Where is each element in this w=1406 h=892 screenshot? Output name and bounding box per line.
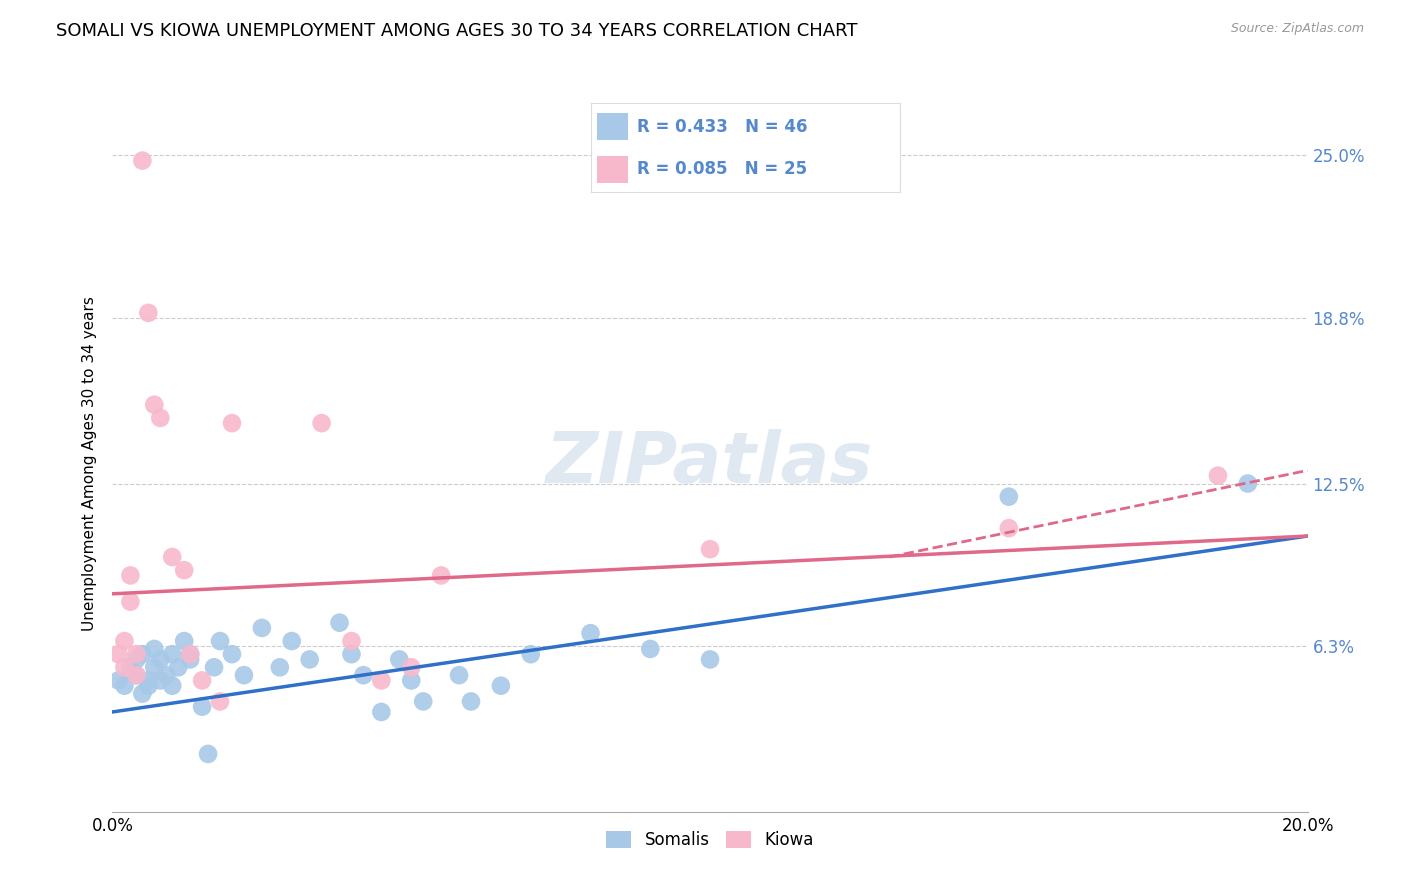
Point xyxy=(173,563,195,577)
Point xyxy=(340,647,363,661)
Point xyxy=(114,679,135,693)
Point xyxy=(120,660,142,674)
Point xyxy=(1237,476,1260,491)
FancyBboxPatch shape xyxy=(596,113,627,140)
Point xyxy=(114,660,135,674)
Point xyxy=(107,673,129,688)
Point xyxy=(167,660,190,674)
Point xyxy=(125,652,148,666)
Point xyxy=(131,647,153,661)
Point xyxy=(520,647,543,661)
Point xyxy=(281,634,304,648)
Point xyxy=(138,679,160,693)
Point xyxy=(1206,468,1229,483)
Point xyxy=(221,416,243,430)
Text: SOMALI VS KIOWA UNEMPLOYMENT AMONG AGES 30 TO 34 YEARS CORRELATION CHART: SOMALI VS KIOWA UNEMPLOYMENT AMONG AGES … xyxy=(56,22,858,40)
Point xyxy=(125,668,148,682)
Point xyxy=(197,747,219,761)
Point xyxy=(179,652,201,666)
Point xyxy=(149,652,172,666)
Point xyxy=(370,705,392,719)
Point xyxy=(401,673,423,688)
Point xyxy=(191,699,214,714)
Point xyxy=(269,660,291,674)
Point xyxy=(352,668,374,682)
Point xyxy=(114,634,135,648)
Point xyxy=(208,694,231,708)
Point xyxy=(579,626,602,640)
Point xyxy=(138,673,160,688)
Point xyxy=(430,568,453,582)
Point xyxy=(149,410,172,425)
Point xyxy=(143,642,166,657)
Point xyxy=(125,647,148,661)
Point xyxy=(447,668,470,682)
Point xyxy=(107,647,129,661)
Point xyxy=(489,679,512,693)
Point xyxy=(298,652,321,666)
Point xyxy=(179,647,201,661)
Point xyxy=(131,687,153,701)
Point xyxy=(638,642,662,657)
Point xyxy=(125,668,148,682)
Point xyxy=(998,490,1021,504)
Point xyxy=(143,660,166,674)
FancyBboxPatch shape xyxy=(596,156,627,183)
Point xyxy=(328,615,352,630)
Point xyxy=(232,668,256,682)
Point xyxy=(120,568,142,582)
Text: ZIPatlas: ZIPatlas xyxy=(547,429,873,499)
Point xyxy=(250,621,273,635)
Point xyxy=(388,652,411,666)
Text: R = 0.085   N = 25: R = 0.085 N = 25 xyxy=(637,161,807,178)
Point xyxy=(699,542,721,557)
Point xyxy=(208,634,231,648)
Legend: Somalis, Kiowa: Somalis, Kiowa xyxy=(599,824,821,855)
Y-axis label: Unemployment Among Ages 30 to 34 years: Unemployment Among Ages 30 to 34 years xyxy=(82,296,97,632)
Point xyxy=(340,634,363,648)
Point xyxy=(173,634,195,648)
Point xyxy=(998,521,1021,535)
Point xyxy=(162,647,183,661)
Point xyxy=(202,660,225,674)
Point xyxy=(401,660,423,674)
Point xyxy=(221,647,243,661)
Point xyxy=(143,398,166,412)
Point xyxy=(155,668,177,682)
Point xyxy=(311,416,333,430)
Point xyxy=(162,549,183,564)
Point xyxy=(138,306,160,320)
Text: R = 0.433   N = 46: R = 0.433 N = 46 xyxy=(637,118,807,136)
Point xyxy=(179,647,201,661)
Point xyxy=(699,652,721,666)
Point xyxy=(191,673,214,688)
Point xyxy=(162,679,183,693)
Point xyxy=(412,694,434,708)
Text: Source: ZipAtlas.com: Source: ZipAtlas.com xyxy=(1230,22,1364,36)
Point xyxy=(370,673,392,688)
Point xyxy=(149,673,172,688)
Point xyxy=(120,595,142,609)
Point xyxy=(460,694,482,708)
Point xyxy=(131,153,153,168)
